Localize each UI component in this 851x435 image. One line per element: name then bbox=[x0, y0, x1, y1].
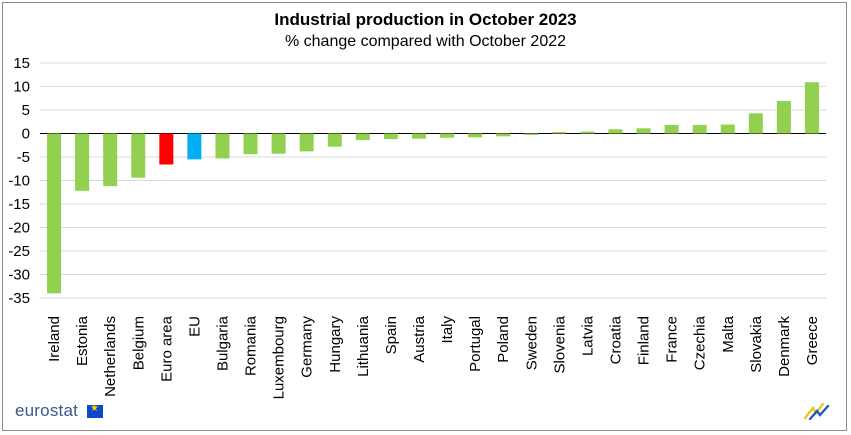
x-tick-label: Romania bbox=[243, 315, 260, 376]
y-tick-label: -15 bbox=[8, 196, 30, 213]
x-tick-label: France bbox=[664, 316, 681, 363]
x-tick-label: Belgium bbox=[130, 316, 147, 370]
chart-subtitle: % change compared with October 2022 bbox=[284, 33, 567, 50]
bar-romania bbox=[243, 133, 258, 155]
x-tick-label: Euro area bbox=[158, 315, 175, 382]
bar-hungary bbox=[327, 133, 342, 147]
bar-estonia bbox=[75, 133, 90, 191]
x-tick-label: Latvia bbox=[579, 315, 596, 356]
y-tick-label: 5 bbox=[22, 102, 30, 119]
bar-ireland bbox=[47, 133, 62, 294]
bar-greece bbox=[804, 82, 819, 134]
x-tick-label: Slovakia bbox=[748, 315, 765, 372]
y-tick-label: -35 bbox=[8, 290, 30, 307]
bar-portugal bbox=[468, 133, 483, 138]
bar-slovenia bbox=[552, 132, 567, 134]
bar-lithuania bbox=[355, 133, 370, 141]
bar-spain bbox=[383, 133, 398, 140]
y-tick-label: 10 bbox=[13, 79, 30, 96]
bar-belgium bbox=[131, 133, 146, 178]
chart-title: Industrial production in October 2023 bbox=[274, 10, 577, 29]
bar-czechia bbox=[692, 125, 707, 134]
bar-sweden bbox=[524, 133, 539, 135]
chart-frame bbox=[2, 2, 847, 431]
x-tick-label: Estonia bbox=[74, 315, 91, 366]
y-tick-label: -30 bbox=[8, 267, 30, 284]
bar-malta bbox=[720, 124, 735, 134]
bar-eu bbox=[187, 133, 202, 160]
x-tick-label: Luxembourg bbox=[271, 316, 288, 399]
y-tick-label: 0 bbox=[22, 126, 30, 143]
x-tick-label: Austria bbox=[411, 315, 428, 362]
eurostat-logo: eurostat bbox=[15, 401, 79, 420]
x-tick-label: Lithuania bbox=[355, 315, 372, 377]
y-tick-label: 15 bbox=[13, 55, 30, 72]
y-tick-label: -20 bbox=[8, 220, 30, 237]
bar-poland bbox=[496, 133, 511, 137]
x-tick-label: Hungary bbox=[327, 316, 344, 373]
x-tick-label: Poland bbox=[495, 316, 512, 363]
x-tick-label: Finland bbox=[636, 316, 653, 365]
bar-latvia bbox=[580, 131, 595, 134]
eu-flag-icon bbox=[87, 403, 103, 418]
bar-germany bbox=[299, 133, 314, 152]
bar-austria bbox=[411, 133, 426, 139]
x-tick-label: Germany bbox=[299, 316, 316, 378]
x-tick-label: Netherlands bbox=[102, 316, 119, 397]
x-tick-label: Spain bbox=[383, 316, 400, 354]
y-tick-label: -10 bbox=[8, 173, 30, 190]
eurostat-swoosh-icon bbox=[804, 402, 830, 420]
bar-euro-area bbox=[159, 133, 174, 165]
bar-bulgaria bbox=[215, 133, 230, 159]
bar-luxembourg bbox=[271, 133, 286, 154]
x-tick-label: EU bbox=[186, 316, 203, 337]
bar-netherlands bbox=[103, 133, 118, 187]
bar-slovakia bbox=[748, 113, 763, 134]
x-tick-label: Greece bbox=[804, 316, 821, 365]
x-tick-label: Bulgaria bbox=[214, 315, 231, 371]
x-tick-label: Ireland bbox=[46, 316, 63, 362]
x-tick-label: Denmark bbox=[776, 316, 793, 377]
bar-italy bbox=[440, 133, 455, 138]
x-tick-label: Czechia bbox=[692, 315, 709, 370]
x-tick-label: Malta bbox=[720, 315, 737, 352]
bar-denmark bbox=[776, 101, 791, 134]
x-tick-label: Croatia bbox=[607, 315, 624, 364]
x-tick-label: Portugal bbox=[467, 316, 484, 372]
bar-croatia bbox=[608, 129, 623, 134]
x-tick-label: Sweden bbox=[523, 316, 540, 370]
bar-france bbox=[664, 125, 679, 134]
bar-finland bbox=[636, 128, 651, 134]
x-tick-label: Italy bbox=[439, 316, 456, 344]
y-tick-label: -5 bbox=[17, 149, 30, 166]
x-tick-label: Slovenia bbox=[551, 315, 568, 373]
y-tick-label: -25 bbox=[8, 243, 30, 260]
